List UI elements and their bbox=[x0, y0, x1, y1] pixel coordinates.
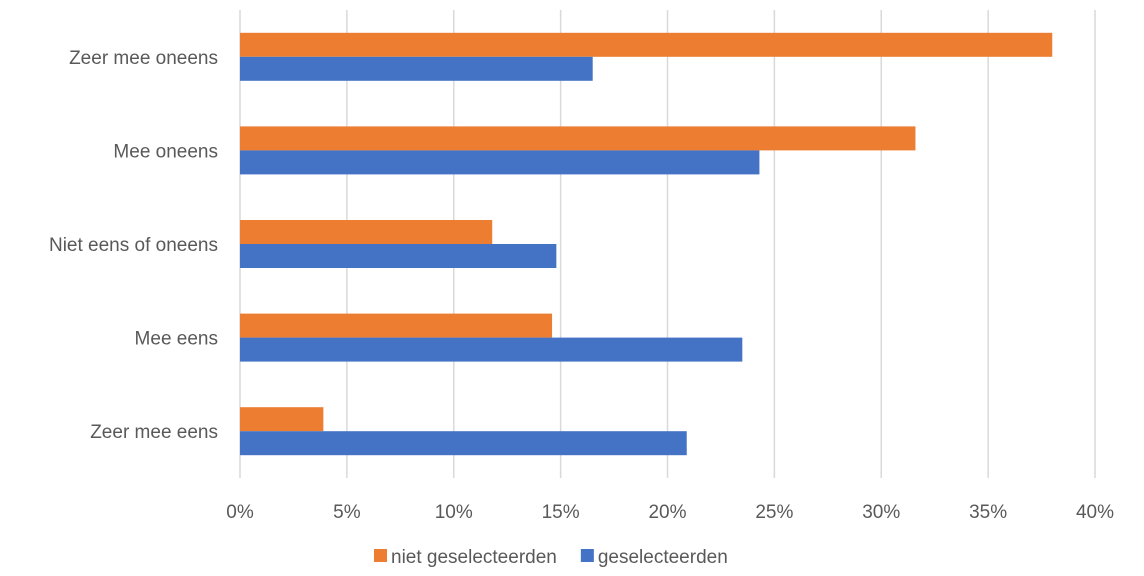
bar-niet-geselecteerden-mee-oneens bbox=[240, 126, 916, 151]
x-tick-label: 5% bbox=[333, 502, 361, 523]
bar-geselecteerden-mee-eens bbox=[240, 337, 743, 362]
x-axis-tick-labels: 0% 5% 10% 15% 20% 25% 30% 35% 40% bbox=[226, 502, 1114, 523]
bar-geselecteerden-mee-oneens bbox=[240, 150, 760, 175]
legend-swatch-niet-geselecteerden bbox=[374, 549, 387, 562]
bars bbox=[240, 32, 1053, 456]
x-tick-label: 20% bbox=[648, 502, 686, 523]
bar-niet-geselecteerden-zeer-mee-oneens bbox=[240, 32, 1053, 57]
bar-niet-geselecteerden-mee-eens bbox=[240, 313, 553, 338]
bar-niet-geselecteerden-niet-eens-of-oneens bbox=[240, 220, 493, 244]
category-label: Zeer mee oneens bbox=[69, 48, 218, 69]
gridlines bbox=[239, 10, 1096, 478]
x-tick-label: 25% bbox=[755, 502, 793, 523]
category-label: Niet eens of oneens bbox=[49, 235, 218, 256]
x-tick-label: 15% bbox=[542, 502, 580, 523]
legend-label-niet-geselecteerden: niet geselecteerden bbox=[391, 547, 557, 568]
bar-geselecteerden-zeer-mee-eens bbox=[240, 431, 687, 456]
category-label: Mee oneens bbox=[113, 141, 218, 162]
x-tick-label: 35% bbox=[969, 502, 1007, 523]
bar-niet-geselecteerden-zeer-mee-eens bbox=[240, 407, 324, 432]
x-tick-label: 40% bbox=[1076, 502, 1114, 523]
legend: niet geselecteerden geselecteerden bbox=[374, 547, 728, 568]
bar-geselecteerden-niet-eens-of-oneens bbox=[240, 244, 557, 268]
x-tick-label: 10% bbox=[435, 502, 473, 523]
category-label: Zeer mee eens bbox=[90, 422, 218, 443]
x-tick-label: 30% bbox=[862, 502, 900, 523]
legend-swatch-geselecteerden bbox=[580, 549, 594, 562]
x-tick-label: 0% bbox=[226, 502, 254, 523]
legend-label-geselecteerden: geselecteerden bbox=[598, 547, 728, 568]
category-label: Mee eens bbox=[135, 329, 218, 350]
category-labels: Zeer mee oneens Mee oneens Niet eens of on… bbox=[49, 48, 218, 443]
bar-geselecteerden-zeer-mee-oneens bbox=[240, 56, 593, 81]
